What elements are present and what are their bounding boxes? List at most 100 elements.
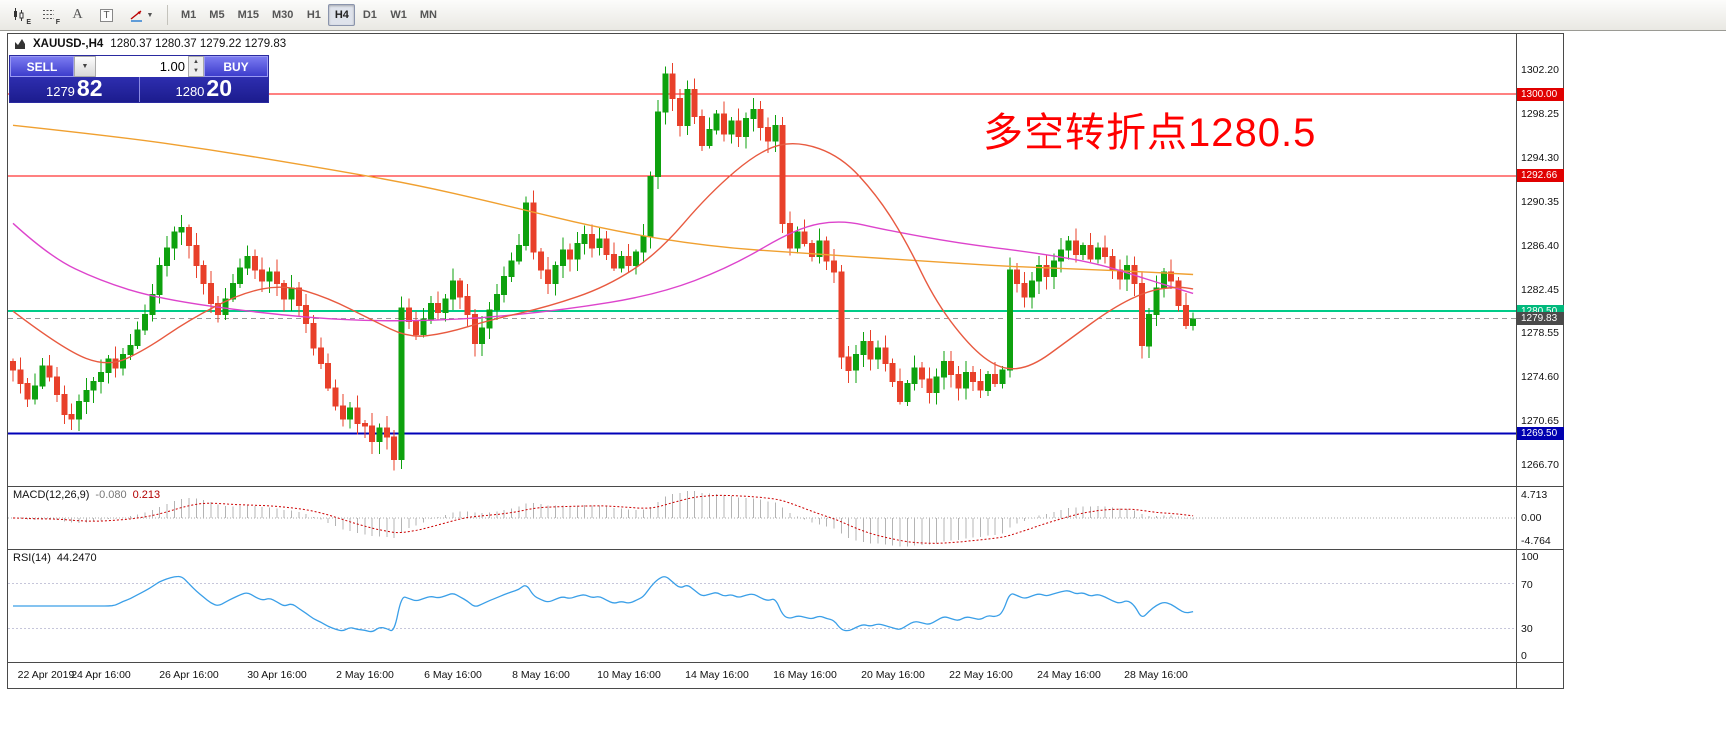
- timeframe-m15[interactable]: M15: [237, 9, 259, 21]
- one-click-trade-panel: SELL ▼ 1.00 ▲ ▼ BUY 1279 82: [9, 55, 269, 103]
- price-tick: 1270.65: [1521, 415, 1559, 427]
- rsi-axis-label: 0: [1521, 650, 1527, 662]
- time-label: 24 Apr 16:00: [71, 669, 131, 681]
- volume-input[interactable]: 1.00: [96, 56, 188, 77]
- MA-fast-red: [12, 143, 1194, 370]
- macd-signal-value: 0.213: [132, 489, 161, 501]
- price-tag-1279.83: 1279.83: [1517, 312, 1564, 325]
- textbox-tool-icon[interactable]: T: [93, 3, 120, 27]
- time-label: 22 Apr 2019: [17, 669, 75, 681]
- time-label: 16 May 16:00: [773, 669, 837, 681]
- price-chart-pane[interactable]: XAUUSD-,H4 1280.37 1280.37 1279.22 1279.…: [8, 34, 1516, 486]
- icon-letter-f: F: [55, 19, 60, 26]
- volume-stepper[interactable]: ▲ ▼: [188, 56, 204, 77]
- grid-glyph: [42, 10, 54, 19]
- timeframe-d1[interactable]: D1: [362, 9, 377, 21]
- chart-window: XAUUSD-,H4 1280.37 1280.37 1279.22 1279.…: [7, 33, 1564, 689]
- rsi-label: RSI(14) 44.2470: [13, 552, 97, 564]
- chart-corner-icon: [15, 39, 25, 49]
- time-label: 22 May 16:00: [949, 669, 1013, 681]
- chart-annotation: 多空转折点1280.5: [983, 111, 1317, 155]
- price-tag-1300.00: 1300.00: [1517, 88, 1564, 101]
- timeframe-h4[interactable]: H4: [328, 4, 356, 26]
- volume-up-icon[interactable]: ▲: [193, 58, 199, 65]
- rsi-axis-label: 70: [1521, 579, 1533, 591]
- rsi-axis-label: 30: [1521, 623, 1533, 635]
- timeframe-group: M1 M5 M15 M30 H1 H4 D1 W1 MN: [175, 4, 443, 26]
- price-tag-1292.66: 1292.66: [1517, 169, 1564, 182]
- MA-slow-orange: [12, 124, 1194, 276]
- time-label: 2 May 16:00: [336, 669, 394, 681]
- volume-dropdown-icon[interactable]: ▼: [74, 56, 96, 77]
- price-tick: 1278.55: [1521, 327, 1559, 339]
- drawing-tools-icon[interactable]: ▼: [122, 3, 160, 27]
- axis-corner: [1517, 662, 1563, 688]
- rsi-pane[interactable]: RSI(14) 44.2470: [8, 549, 1516, 662]
- bid-price: 1279 82: [10, 77, 139, 102]
- rsi-canvas[interactable]: [8, 550, 1516, 662]
- time-label: 10 May 16:00: [597, 669, 661, 681]
- grid-list-icon[interactable]: F: [35, 3, 62, 27]
- top-toolbar: E F A T ▼ M1 M5 M15 M30 H1 H4 D1 W1 MN: [0, 0, 1726, 31]
- macd-axis-zero: 0.00: [1521, 512, 1542, 524]
- price-tick: 1286.40: [1521, 240, 1559, 252]
- time-label: 20 May 16:00: [861, 669, 925, 681]
- time-label: 26 Apr 16:00: [159, 669, 219, 681]
- candlestick-chart-icon[interactable]: E: [6, 3, 33, 27]
- price-tick: 1274.60: [1521, 371, 1559, 383]
- ask-pips: 20: [206, 75, 232, 101]
- macd-canvas[interactable]: [8, 487, 1516, 549]
- timeframe-h1[interactable]: H1: [306, 9, 321, 21]
- price-tick: 1302.20: [1521, 64, 1559, 76]
- time-label: 24 May 16:00: [1037, 669, 1101, 681]
- timeframe-w1[interactable]: W1: [390, 9, 407, 21]
- MA-medium-magenta: [12, 221, 1194, 322]
- rsi-axis[interactable]: 100 70 30 0: [1517, 549, 1563, 662]
- icon-letter-e: E: [26, 19, 31, 26]
- price-tick: 1298.25: [1521, 108, 1559, 120]
- buy-button[interactable]: BUY: [204, 56, 268, 77]
- price-tick: 1266.70: [1521, 459, 1559, 471]
- macd-pane[interactable]: MACD(12,26,9) -0.080 0.213: [8, 486, 1516, 549]
- time-label: 30 Apr 16:00: [247, 669, 307, 681]
- chevron-down-icon: ▼: [146, 11, 154, 19]
- time-axis[interactable]: 22 Apr 2019 24 Apr 16:00 26 Apr 16:00 30 Ap…: [8, 662, 1516, 688]
- price-tick: 1294.30: [1521, 152, 1559, 164]
- volume-down-icon[interactable]: ▼: [193, 68, 199, 75]
- timeframe-m5[interactable]: M5: [209, 9, 225, 21]
- macd-axis-top: 4.713: [1521, 489, 1548, 501]
- toolbar-separator: [167, 5, 168, 25]
- macd-axis-bottom: -4.764: [1521, 535, 1551, 547]
- macd-name: MACD(12,26,9): [13, 489, 90, 501]
- time-label: 6 May 16:00: [424, 669, 482, 681]
- bid-pips: 82: [76, 75, 103, 101]
- candlestick-glyph: [13, 8, 23, 21]
- macd-value: -0.080: [95, 489, 127, 501]
- symbol-info: XAUUSD-,H4 1280.37 1280.37 1279.22 1279.…: [14, 38, 286, 50]
- time-label: 8 May 16:00: [512, 669, 570, 681]
- macd-axis[interactable]: 4.713 0.00 -4.764: [1517, 486, 1563, 549]
- price-axis[interactable]: 1302.20 1298.25 1294.30 1290.35 1286.40 1282.…: [1517, 34, 1564, 486]
- symbol-label: XAUUSD-,H4: [33, 38, 104, 50]
- rsi-value: 44.2470: [56, 552, 97, 564]
- time-label: 14 May 16:00: [685, 669, 749, 681]
- chart-column: XAUUSD-,H4 1280.37 1280.37 1279.22 1279.…: [8, 34, 1516, 688]
- timeframe-mn[interactable]: MN: [419, 9, 437, 21]
- timeframe-m1[interactable]: M1: [181, 9, 197, 21]
- macd-label: MACD(12,26,9) -0.080 0.213: [13, 489, 160, 501]
- sell-button[interactable]: SELL: [10, 56, 74, 77]
- price-divider: [138, 77, 140, 102]
- axis-column: 1302.20 1298.25 1294.30 1290.35 1286.40 1282.…: [1516, 34, 1564, 688]
- ask-main: 1280: [175, 84, 205, 99]
- ask-price: 1280 20: [140, 77, 269, 102]
- bid-main: 1279: [45, 84, 75, 99]
- ohlc-values: 1280.37 1280.37 1279.22 1279.83: [110, 38, 287, 50]
- price-tick: 1290.35: [1521, 196, 1559, 208]
- text-label-tool-icon[interactable]: A: [72, 7, 83, 22]
- timeframe-m30[interactable]: M30: [271, 9, 294, 21]
- rsi-name: RSI(14): [13, 552, 51, 564]
- candlestick-canvas[interactable]: [8, 34, 1516, 486]
- price-tick: 1282.45: [1521, 284, 1559, 296]
- time-label: 28 May 16:00: [1124, 669, 1188, 681]
- price-tag-1269.50: 1269.50: [1517, 427, 1564, 440]
